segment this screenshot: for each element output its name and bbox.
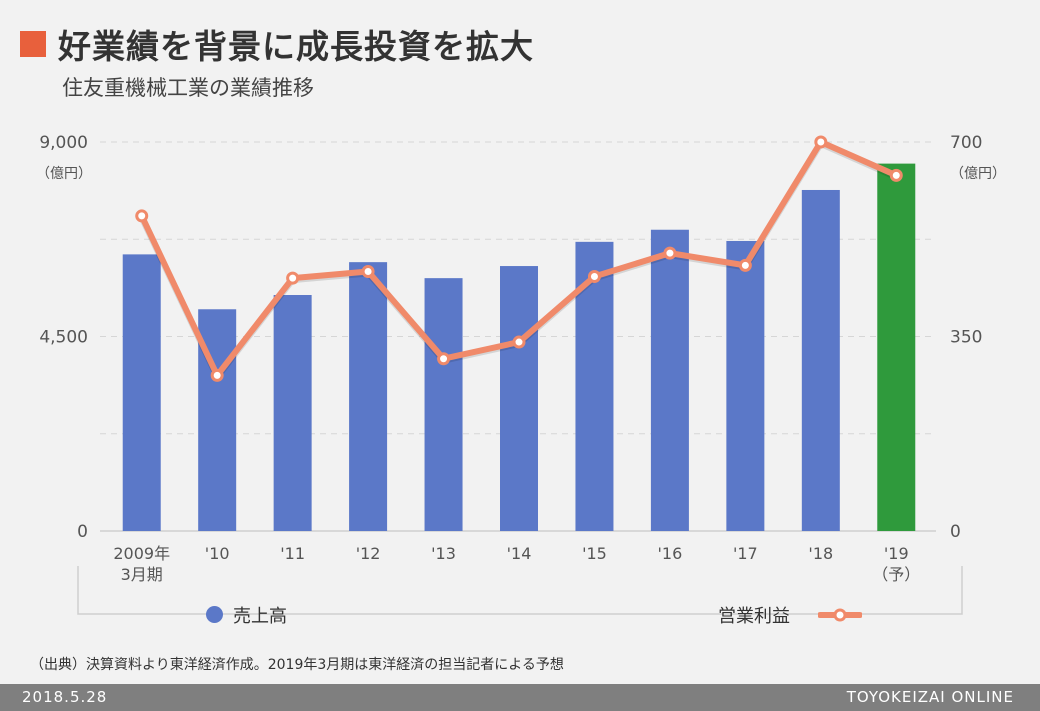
line-point [361,264,375,278]
line-point [512,335,526,349]
y-left-tick-label: 0 [77,522,88,542]
chart-title: 好業績を背景に成長投資を拡大 [58,27,534,66]
x-tick-label: 2009年 [113,544,170,563]
publisher-brand: TOYOKEIZAI ONLINE [846,688,1014,706]
bar [349,262,388,531]
bar [122,254,161,531]
y-right-tick-label: 700 [950,133,982,153]
x-tick-label: （予） [872,565,920,584]
bar [650,229,689,532]
line-point [286,271,300,285]
bar [500,266,538,531]
legend-bar-swatch [206,606,223,623]
x-tick-label: '11 [280,544,305,563]
chart-area: 0 4,500 9,000 （億円） 0 350 700 （億円） 2009年 3月期 '10 '11… [36,133,1006,615]
x-tick-label: '17 [733,544,758,563]
source-note: （出典）決算資料より東洋経済作成。2019年3月期は東洋経済の担当記者による予想 [30,657,564,673]
line-point [814,135,828,149]
line-point [135,209,149,223]
y-right-unit: （億円） [950,166,1006,182]
bar [273,295,312,531]
title-row: 好業績を背景に成長投資を拡大 [20,18,534,70]
line-point [663,246,677,260]
footer-bar: 2018.5.28 TOYOKEIZAI ONLINE [0,684,1040,711]
x-tick-label: '18 [808,544,833,563]
legend-bar-label: 売上高 [233,606,287,627]
y-right-tick-label: 350 [950,328,982,348]
y-right-tick-label: 0 [950,522,961,542]
x-tick-label: '16 [658,544,683,563]
x-tick-label: '14 [507,544,532,563]
line-point [210,368,224,382]
x-tick-label: '13 [431,544,456,563]
line-point [437,352,451,366]
x-tick-label: '15 [582,544,607,563]
line-point [587,269,601,283]
legend-line-swatch [818,608,862,622]
x-tick-label: '19 [884,544,909,563]
line-point [738,258,752,272]
x-tick-label: 3月期 [121,565,163,584]
publish-date: 2018.5.28 [22,688,108,706]
x-tick-label: '12 [356,544,381,563]
bar [424,278,463,531]
x-tick-label: '10 [205,544,230,563]
line-point [889,168,903,182]
bar-forecast [877,163,916,531]
y-left-unit: （億円） [36,166,92,182]
legend-line-label: 営業利益 [718,606,790,627]
bar [801,189,840,531]
bar [726,240,765,531]
legend-bracket [77,566,963,615]
y-left-tick-label: 9,000 [39,133,88,153]
title-marker [20,31,46,57]
chart-subtitle: 住友重機械工業の業績推移 [62,76,314,100]
y-left-tick-label: 4,500 [39,328,88,348]
